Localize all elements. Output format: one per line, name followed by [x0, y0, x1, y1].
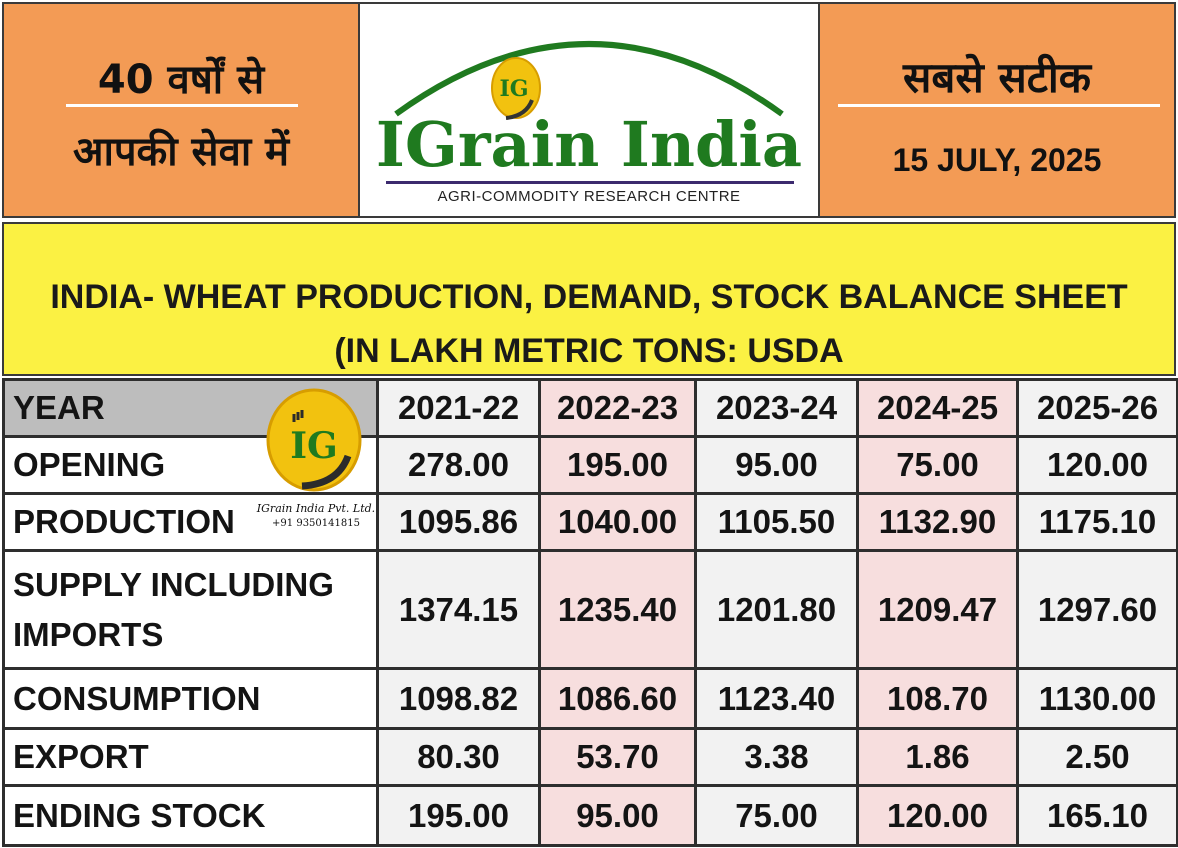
brand-subtitle: AGRI-COMMODITY RESEARCH CENTRE — [437, 188, 741, 205]
table-cell: 75.00 — [694, 784, 859, 847]
table-cell: 80.30 — [376, 727, 541, 787]
sheet-title-band: INDIA- WHEAT PRODUCTION, DEMAND, STOCK B… — [2, 222, 1176, 376]
table-cell: 278.00 — [376, 435, 541, 495]
table-row: CONSUMPTION 1098.82 1086.60 1123.40 108.… — [2, 667, 1178, 730]
brand-logo: IG IGrain India AGRI-COMMODITY RESEARCH … — [360, 2, 818, 218]
watermark-company: IGrain India Pvt. Ltd. — [256, 502, 376, 515]
table-cell: 1235.40 — [538, 549, 697, 670]
table-cell: 1105.50 — [694, 492, 859, 552]
table-cell: 1132.90 — [856, 492, 1019, 552]
table-cell: 1095.86 — [376, 492, 541, 552]
tagline-panel: 40 वर्षों से आपकी सेवा में — [2, 2, 360, 218]
report-date: 15 JULY, 2025 — [892, 142, 1102, 178]
header: 40 वर्षों से आपकी सेवा में IG IGrain Ind… — [0, 0, 1178, 222]
table-cell: 95.00 — [694, 435, 859, 495]
tagline-line-1: 40 वर्षों से — [97, 57, 265, 103]
row-label: PRODUCTION — [2, 492, 379, 552]
table-cell: 120.00 — [856, 784, 1019, 847]
year-column-header: 2022-23 — [538, 378, 697, 438]
table-row: SUPPLY INCLUDING IMPORTS 1374.15 1235.40… — [2, 549, 1178, 670]
year-column-header: 2021-22 — [376, 378, 541, 438]
row-label: CONSUMPTION — [2, 667, 379, 730]
watermark-phone: +91 9350141815 — [272, 518, 360, 529]
date-panel: सबसे सटीक 15 JULY, 2025 — [818, 2, 1176, 218]
table-cell: 1.86 — [856, 727, 1019, 787]
table-row: EXPORT 80.30 53.70 3.38 1.86 2.50 — [2, 727, 1178, 787]
svg-text:IG: IG — [499, 76, 528, 102]
table-cell: 195.00 — [376, 784, 541, 847]
brand-name: IGrain India — [375, 108, 803, 181]
table-cell: 75.00 — [856, 435, 1019, 495]
table-header-row: YEAR 2021-22 2022-23 2023-24 2024-25 202… — [2, 378, 1178, 438]
table-cell: 120.00 — [1016, 435, 1178, 495]
year-column-header: 2024-25 — [856, 378, 1019, 438]
table-cell: 2.50 — [1016, 727, 1178, 787]
table-cell: 1297.60 — [1016, 549, 1178, 670]
table-row: ENDING STOCK 195.00 95.00 75.00 120.00 1… — [2, 784, 1178, 847]
brand-divider — [386, 181, 794, 184]
tagline-divider — [66, 104, 298, 107]
table-cell: 3.38 — [694, 727, 859, 787]
table-cell: 1201.80 — [694, 549, 859, 670]
year-column-header: 2023-24 — [694, 378, 859, 438]
balance-sheet-table: YEAR 2021-22 2022-23 2023-24 2024-25 202… — [2, 378, 1178, 847]
grain-badge-icon: IG — [491, 57, 541, 120]
table-cell: 108.70 — [856, 667, 1019, 730]
table-cell: 1040.00 — [538, 492, 697, 552]
table-cell: 95.00 — [538, 784, 697, 847]
row-label: OPENING — [2, 435, 379, 495]
table-cell: 1175.10 — [1016, 492, 1178, 552]
arc-icon — [394, 41, 784, 117]
date-divider — [838, 104, 1160, 107]
table-cell: 1123.40 — [694, 667, 859, 730]
table-cell: 1374.15 — [376, 549, 541, 670]
sheet-title: INDIA- WHEAT PRODUCTION, DEMAND, STOCK B… — [50, 278, 1128, 316]
table-cell: 1086.60 — [538, 667, 697, 730]
table-cell: 165.10 — [1016, 784, 1178, 847]
table-row: OPENING 278.00 195.00 95.00 75.00 120.00 — [2, 435, 1178, 495]
accuracy-tagline: सबसे सटीक — [902, 53, 1092, 102]
year-header: YEAR — [2, 378, 379, 438]
sheet-subtitle: (IN LAKH METRIC TONS: USDA — [334, 332, 844, 370]
row-label: ENDING STOCK — [2, 784, 379, 847]
table-cell: 195.00 — [538, 435, 697, 495]
table-cell: 1098.82 — [376, 667, 541, 730]
table-row: PRODUCTION 1095.86 1040.00 1105.50 1132.… — [2, 492, 1178, 552]
tagline-line-2: आपकी सेवा में — [72, 129, 290, 175]
row-label: SUPPLY INCLUDING IMPORTS — [2, 549, 379, 670]
table-cell: 1130.00 — [1016, 667, 1178, 730]
row-label: EXPORT — [2, 727, 379, 787]
year-column-header: 2025-26 — [1016, 378, 1178, 438]
table-cell: 1209.47 — [856, 549, 1019, 670]
table-cell: 53.70 — [538, 727, 697, 787]
